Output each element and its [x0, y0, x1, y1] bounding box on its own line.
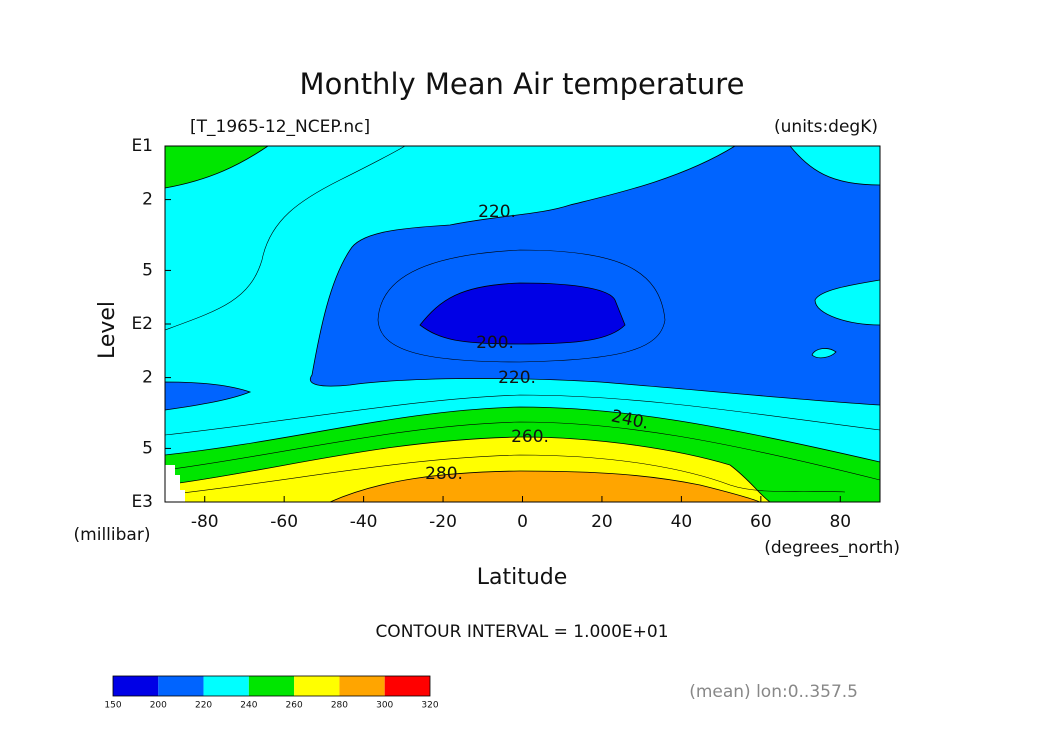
x-tick-label: -60 [270, 512, 298, 532]
contour-line [164, 145, 406, 331]
colorbar-box [384, 676, 430, 696]
contour-line [377, 249, 666, 363]
y-unit: (millibar) [74, 525, 151, 545]
contour-label: 280. [425, 464, 463, 484]
contour-label: 220. [478, 202, 516, 222]
x-tick-label: -20 [429, 512, 457, 532]
colorbar-label: 320 [421, 701, 438, 711]
plot-area: 220.200.220.240.260.280. [164, 145, 881, 503]
colorbar-box [203, 676, 249, 696]
x-tick-label: -80 [191, 512, 219, 532]
contour-region [164, 381, 252, 411]
y-tick-label: 2 [142, 190, 153, 210]
y-tick-label: E2 [131, 314, 153, 334]
y-tick-label: 5 [142, 260, 153, 280]
contour-label: 260. [511, 427, 549, 447]
contour-region [419, 282, 626, 345]
contour-region [164, 145, 270, 189]
colorbar-label: 150 [104, 701, 121, 711]
x-tick-label: 0 [517, 512, 528, 532]
footer: (mean) lon:0..357.5 [689, 682, 858, 702]
colorbar-box [113, 676, 159, 696]
contour-line [164, 394, 881, 436]
x-axis-label: Latitude [477, 565, 568, 590]
colorbar-frame [112, 675, 431, 697]
colorbar-box [294, 676, 340, 696]
contour-region [309, 145, 881, 406]
contour-label: 220. [498, 368, 536, 388]
colorbar-label: 240 [240, 701, 257, 711]
y-tick-label: 5 [142, 438, 153, 458]
contour-region [811, 348, 837, 359]
x-tick-label: 60 [750, 512, 772, 532]
colorbar-label: 260 [286, 701, 303, 711]
contour-label: 200. [476, 333, 514, 353]
colorbar-label: 280 [331, 701, 348, 711]
x-tick-label: -40 [350, 512, 378, 532]
contour-line [164, 454, 846, 496]
x-tick-label: 40 [671, 512, 693, 532]
chart-title: Monthly Mean Air temperature [300, 67, 745, 101]
y-axis-label: Level [95, 301, 120, 359]
colorbar-label: 300 [376, 701, 393, 711]
colorbar-box [248, 676, 295, 696]
x-unit: (degrees_north) [764, 538, 900, 558]
colorbar-label: 220 [195, 701, 212, 711]
contour-region [329, 470, 761, 503]
colorbar-box [339, 676, 385, 696]
colorbar-label: 200 [150, 701, 167, 711]
y-tick-label: E3 [131, 492, 153, 512]
x-tick-label: 20 [591, 512, 613, 532]
subtitle: [T_1965-12_NCEP.nc] [190, 117, 370, 137]
units: (units:degK) [774, 117, 878, 137]
contour-line [164, 421, 881, 481]
colorbar-box [158, 676, 204, 696]
x-tick-label: 80 [829, 512, 851, 532]
missing-data [165, 465, 185, 502]
y-tick-label: E1 [131, 136, 153, 156]
y-tick-label: 2 [142, 368, 153, 388]
contour-interval: CONTOUR INTERVAL = 1.000E+01 [375, 622, 668, 642]
